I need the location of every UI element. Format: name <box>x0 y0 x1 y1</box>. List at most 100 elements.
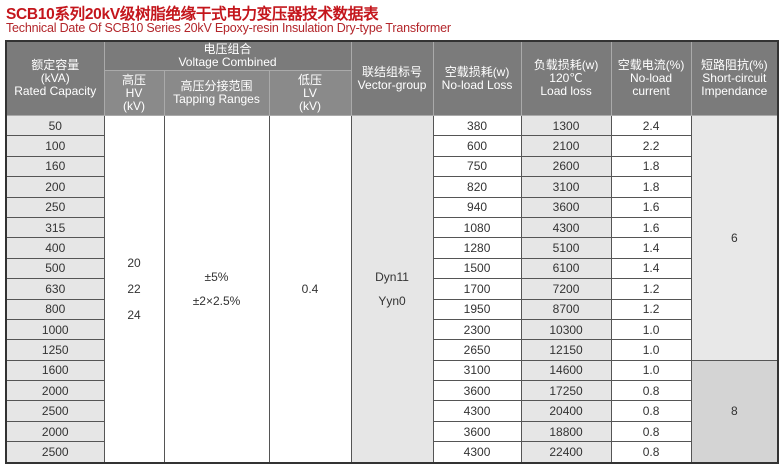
load-loss-cell: 8700 <box>520 298 612 320</box>
rated-capacity-cell: 800 <box>5 298 105 320</box>
table-row: 100 600 2100 2.2 <box>5 135 778 157</box>
load-loss-cell: 5100 <box>520 237 612 259</box>
rated-capacity-cell: 1600 <box>5 359 105 382</box>
table-row: 50 20 22 24 ±5% ±2×2.5% 0.4 Dyn11 Yyn0 380 1300 2.4… <box>5 114 779 464</box>
noload-loss-cell: 1500 <box>432 257 522 280</box>
table-row: 160 750 2600 1.8 <box>5 155 778 178</box>
header-hv: 高压 HV (kV) <box>103 70 165 116</box>
load-loss-cell: 4300 <box>520 216 612 239</box>
table-row: 400 1280 5100 1.4 <box>5 237 778 259</box>
table-row: 2000 3600 17250 0.8 <box>5 380 778 402</box>
rated-capacity-cell: 50 <box>5 114 105 137</box>
load-loss-cell: 22400 <box>520 441 612 464</box>
noload-current-cell: 1.6 <box>610 196 692 218</box>
noload-loss-cell: 1700 <box>432 278 522 300</box>
noload-current-cell: 1.2 <box>610 298 692 320</box>
noload-loss-cell: 1950 <box>432 298 522 320</box>
rated-capacity-cell: 630 <box>5 278 105 300</box>
noload-loss-cell: 1080 <box>432 216 522 239</box>
noload-loss-cell: 3100 <box>432 359 522 382</box>
header-lv: 低压 LV (kV) <box>268 70 352 116</box>
table-row: 2000 3600 18800 0.8 <box>5 420 778 443</box>
rated-capacity-cell: 1000 <box>5 318 105 341</box>
header-tapping: 高压分接范围 Tapping Ranges <box>163 70 270 116</box>
load-loss-cell: 18800 <box>520 420 612 443</box>
header-vector-group: 联结组标号 Vector-group <box>350 40 434 116</box>
rated-capacity-cell: 250 <box>5 196 105 218</box>
load-loss-cell: 3600 <box>520 196 612 218</box>
rated-capacity-cell: 400 <box>5 237 105 259</box>
load-loss-cell: 14600 <box>520 359 612 382</box>
noload-loss-cell: 3600 <box>432 380 522 402</box>
noload-loss-cell: 820 <box>432 176 522 198</box>
noload-loss-cell: 600 <box>432 135 522 157</box>
impedance-cell: 6 <box>690 115 779 361</box>
table-row: 200 820 3100 1.8 <box>5 176 778 198</box>
hv-cell: 20 22 24 <box>103 115 165 463</box>
table-row: 800 1950 8700 1.2 <box>5 298 778 320</box>
noload-current-cell: 0.8 <box>610 380 692 402</box>
load-loss-cell: 12150 <box>520 339 612 361</box>
noload-current-cell: 1.0 <box>610 318 692 341</box>
noload-current-cell: 1.4 <box>610 257 692 280</box>
table-row: 1600 3100 14600 1.0 8 <box>5 359 779 464</box>
load-loss-cell: 7200 <box>520 278 612 300</box>
rated-capacity-cell: 100 <box>5 135 105 157</box>
noload-current-cell: 1.8 <box>610 176 692 198</box>
header-impedance: 短路阻抗(%) Short-circuit Impendance <box>690 40 779 116</box>
load-loss-cell: 1300 <box>520 114 612 137</box>
noload-current-cell: 1.6 <box>610 216 692 239</box>
noload-current-cell: 0.8 <box>610 420 692 443</box>
noload-loss-cell: 2300 <box>432 318 522 341</box>
noload-current-cell: 2.2 <box>610 135 692 157</box>
lv-cell: 0.4 <box>268 115 352 463</box>
noload-current-cell: 2.4 <box>610 114 692 137</box>
impedance-cell: 8 <box>690 359 779 464</box>
transformer-data-table: 额定容量 (kVA) Rated Capacity 电压组合 Voltage Comb… <box>5 40 780 464</box>
load-loss-cell: 6100 <box>520 257 612 280</box>
tapping-range-cell: ±5% ±2×2.5% <box>163 115 270 463</box>
header-noload-loss: 空载损耗(w) No-load Loss <box>432 40 522 116</box>
table-body: 50 20 22 24 ±5% ±2×2.5% 0.4 Dyn11 Yyn0 380 1300 2.4… <box>5 114 779 464</box>
noload-loss-cell: 4300 <box>432 441 522 464</box>
noload-loss-cell: 3600 <box>432 420 522 443</box>
load-loss-cell: 10300 <box>520 318 612 341</box>
rated-capacity-cell: 500 <box>5 257 105 280</box>
rated-capacity-cell: 2500 <box>5 441 105 464</box>
load-loss-cell: 17250 <box>520 380 612 402</box>
load-loss-cell: 20400 <box>520 400 612 422</box>
noload-current-cell: 1.0 <box>610 339 692 361</box>
noload-loss-cell: 4300 <box>432 400 522 422</box>
vector-group-cell: Dyn11 Yyn0 <box>350 114 434 464</box>
rated-capacity-cell: 2000 <box>5 380 105 402</box>
header-voltage-combined: 电压组合 Voltage Combined <box>103 40 352 71</box>
load-loss-cell: 2600 <box>520 155 612 178</box>
noload-loss-cell: 1280 <box>432 237 522 259</box>
noload-loss-cell: 750 <box>432 155 522 178</box>
rated-capacity-cell: 2000 <box>5 420 105 443</box>
noload-current-cell: 0.8 <box>610 441 692 464</box>
load-loss-cell: 3100 <box>520 176 612 198</box>
load-loss-cell: 2100 <box>520 135 612 157</box>
page-subtitle: Technical Date Of SCB10 Series 20kV Epox… <box>6 21 451 35</box>
header-noload-current: 空载电流(%) No-load current <box>610 40 692 116</box>
noload-current-cell: 0.8 <box>610 400 692 422</box>
header-capacity: 额定容量 (kVA) Rated Capacity <box>5 40 105 116</box>
header-load-loss: 负载损耗(w) 120℃ Load loss <box>520 40 612 116</box>
table-row: 1250 2650 12150 1.0 <box>5 339 778 361</box>
noload-loss-cell: 380 <box>432 114 522 137</box>
table-row: 2500 4300 20400 0.8 <box>5 400 778 422</box>
rated-capacity-cell: 200 <box>5 176 105 198</box>
noload-current-cell: 1.4 <box>610 237 692 259</box>
noload-loss-cell: 940 <box>432 196 522 218</box>
rated-capacity-cell: 315 <box>5 216 105 239</box>
rated-capacity-cell: 160 <box>5 155 105 178</box>
table-row: 2500 4300 22400 0.8 <box>5 441 778 464</box>
noload-current-cell: 1.0 <box>610 359 692 382</box>
noload-current-cell: 1.2 <box>610 278 692 300</box>
noload-loss-cell: 2650 <box>432 339 522 361</box>
rated-capacity-cell: 1250 <box>5 339 105 361</box>
page-title: SCB10系列20kV级树脂绝缘干式电力变压器技术数据表 <box>6 6 379 23</box>
rated-capacity-cell: 2500 <box>5 400 105 422</box>
noload-current-cell: 1.8 <box>610 155 692 178</box>
